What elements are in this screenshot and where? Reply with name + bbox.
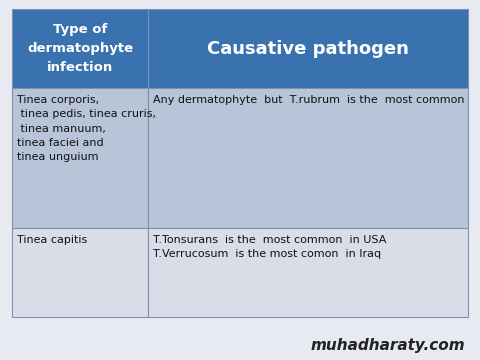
Bar bbox=[148, 229, 468, 317]
Text: Tinea capitis: Tinea capitis bbox=[17, 235, 87, 245]
Bar bbox=[12, 229, 148, 317]
Text: Tinea corporis,
 tinea pedis, tinea cruris,
 tinea manuum,
tinea faciei and
tine: Tinea corporis, tinea pedis, tinea cruri… bbox=[17, 95, 156, 162]
Text: Type of
dermatophyte
infection: Type of dermatophyte infection bbox=[27, 23, 133, 74]
Bar bbox=[12, 89, 148, 229]
Bar bbox=[148, 89, 468, 229]
Text: T.Tonsurans  is the  most common  in USA
T.Verrucosum  is the most comon  in Ira: T.Tonsurans is the most common in USA T.… bbox=[153, 235, 386, 259]
Text: muhadharaty.com: muhadharaty.com bbox=[311, 338, 466, 353]
Text: Any dermatophyte  but  T.rubrum  is the  most common: Any dermatophyte but T.rubrum is the mos… bbox=[153, 95, 464, 105]
Bar bbox=[12, 9, 148, 89]
Text: Causative pathogen: Causative pathogen bbox=[207, 40, 409, 58]
Bar bbox=[148, 9, 468, 89]
